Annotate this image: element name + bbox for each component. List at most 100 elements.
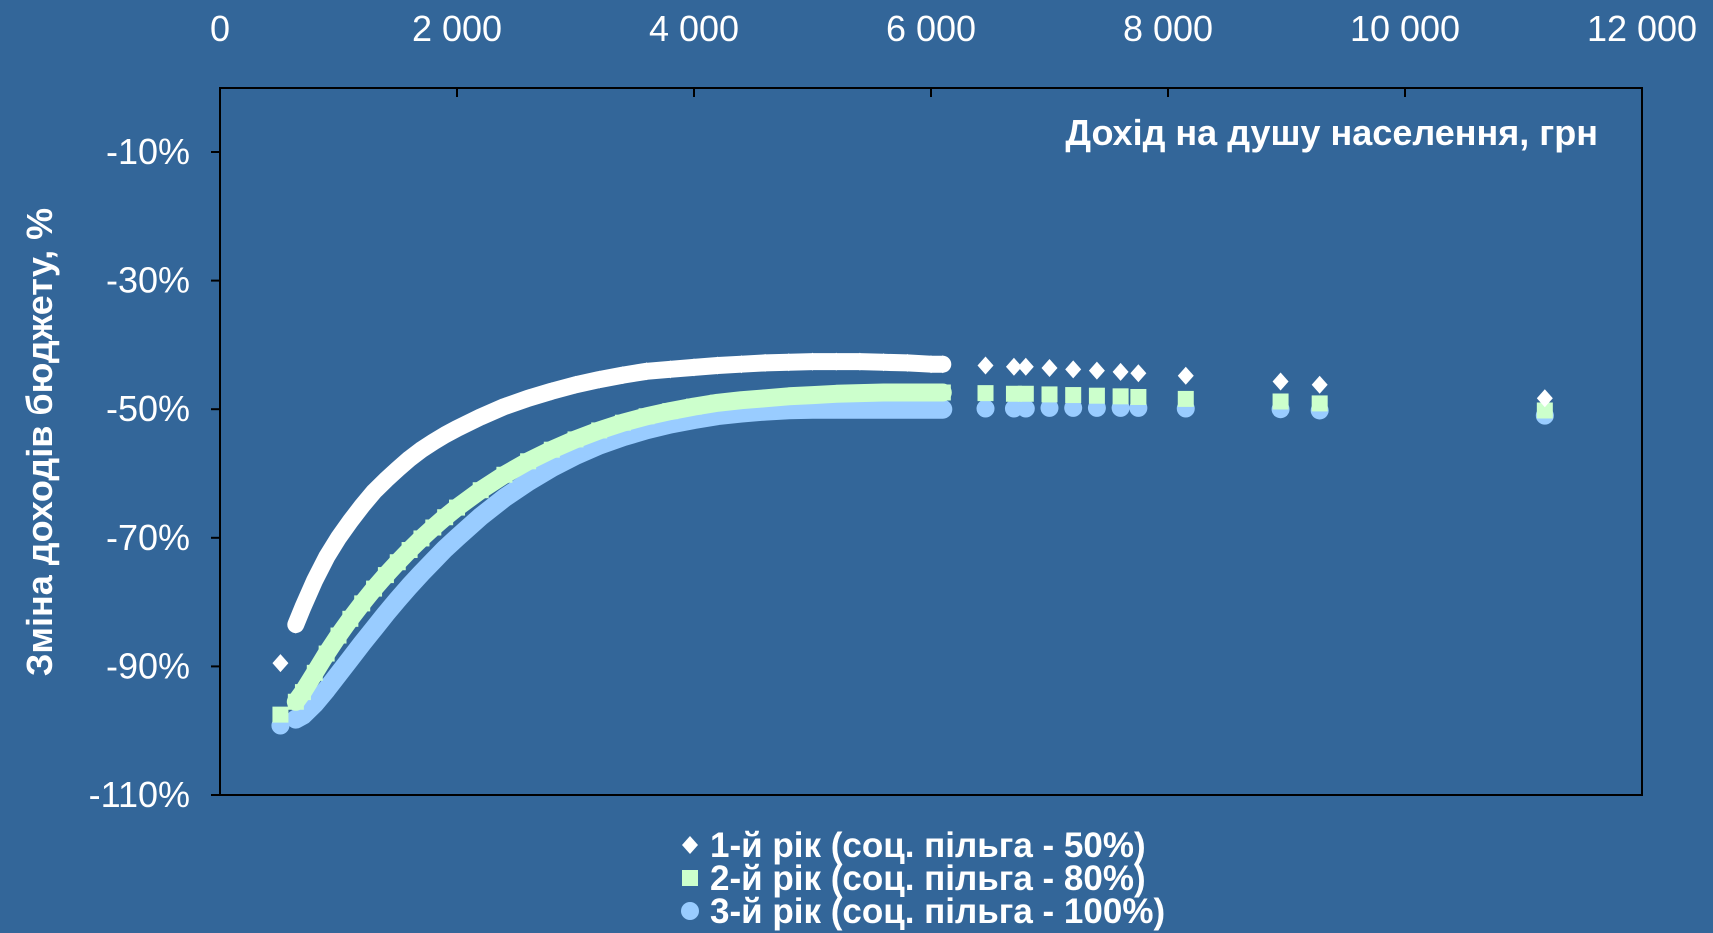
series-3-point bbox=[365, 619, 384, 638]
series-2-point bbox=[543, 441, 560, 458]
x-tick-label: 8 000 bbox=[1123, 8, 1213, 49]
x-tick-label: 10 000 bbox=[1350, 8, 1460, 49]
y-tick-label: -50% bbox=[106, 388, 190, 429]
series-1-point bbox=[437, 425, 454, 444]
series-3-point bbox=[293, 706, 312, 725]
series-1-point bbox=[330, 528, 347, 547]
series-2-point bbox=[318, 645, 335, 662]
series-2-point bbox=[899, 384, 916, 401]
series-1-point bbox=[1311, 375, 1328, 394]
series-3-point bbox=[827, 400, 846, 419]
series-3-point bbox=[803, 400, 822, 419]
series-1-point bbox=[1065, 360, 1082, 379]
series-1-point bbox=[591, 370, 608, 389]
series-2-point bbox=[342, 610, 359, 627]
series-1-point bbox=[1272, 372, 1289, 391]
series-1-point bbox=[1112, 362, 1129, 381]
series-3-point bbox=[471, 507, 490, 526]
series-2-point bbox=[377, 567, 394, 584]
x-tick-label: 6 000 bbox=[886, 8, 976, 49]
series-3-point bbox=[448, 528, 466, 547]
series-2-point bbox=[1112, 388, 1129, 405]
series-3-point bbox=[388, 590, 407, 609]
series-1-point bbox=[413, 440, 430, 459]
series-1-group bbox=[272, 352, 1553, 673]
series-1-point bbox=[425, 432, 442, 451]
series-2-point bbox=[389, 554, 406, 571]
series-2-point bbox=[306, 664, 323, 681]
series-3-point bbox=[317, 680, 336, 699]
series-2-point bbox=[1041, 386, 1058, 403]
series-3-point bbox=[1064, 398, 1083, 417]
series-3-point bbox=[542, 458, 561, 477]
series-1-point bbox=[342, 512, 359, 531]
x-tick-label: 2 000 bbox=[412, 8, 502, 49]
series-2-point bbox=[1088, 387, 1105, 404]
series-3-point bbox=[436, 539, 455, 558]
series-2-group bbox=[272, 383, 1553, 723]
series-1-point bbox=[1005, 357, 1022, 376]
x-tick-label: 12 000 bbox=[1587, 8, 1697, 49]
series-2-point bbox=[591, 422, 608, 439]
series-2-point bbox=[449, 499, 465, 516]
y-tick-label: -10% bbox=[106, 131, 190, 172]
legend-marker-1 bbox=[682, 836, 698, 854]
series-2-point bbox=[686, 398, 702, 415]
series-2-point bbox=[638, 408, 655, 425]
series-1-point bbox=[496, 397, 513, 416]
series-2-point bbox=[875, 384, 892, 401]
series-2-point bbox=[1311, 395, 1328, 412]
series-2-point bbox=[496, 466, 513, 483]
series-1-point bbox=[780, 353, 797, 372]
series-3-point bbox=[412, 564, 431, 583]
series-2-point bbox=[1017, 385, 1034, 402]
series-3-point bbox=[376, 604, 395, 623]
x-axis-ticks: 0 2 000 4 000 6 000 8 000 10 000 12 000 bbox=[210, 8, 1697, 97]
legend-label-2: 2-й рік (соц. пільга - 80%) bbox=[710, 859, 1146, 898]
series-3-point bbox=[898, 400, 917, 419]
series-1-point bbox=[543, 382, 560, 401]
series-1-point bbox=[757, 353, 774, 372]
series-3-point bbox=[933, 400, 952, 419]
series-2-point bbox=[804, 387, 821, 404]
series-1-point bbox=[934, 355, 951, 374]
series-1-point bbox=[567, 375, 584, 394]
x-axis-title: Дохід на душу населення, грн bbox=[1065, 112, 1598, 153]
series-3-point bbox=[850, 400, 869, 419]
series-1-point bbox=[1536, 389, 1553, 408]
series-1-point bbox=[923, 355, 939, 374]
series-2-point bbox=[1130, 388, 1147, 405]
series-1-point bbox=[1177, 366, 1194, 385]
series-1-point bbox=[875, 353, 892, 372]
x-tick-label: 0 bbox=[210, 8, 230, 49]
series-2-point bbox=[828, 385, 845, 402]
series-3-point bbox=[976, 399, 995, 418]
series-1-point bbox=[804, 352, 821, 371]
y-axis-ticks: -10% -30% -50% -70% -90% -110% bbox=[89, 131, 220, 815]
series-2-point bbox=[1177, 390, 1194, 407]
series-3-point bbox=[495, 488, 514, 507]
series-1-point bbox=[366, 482, 383, 501]
series-2-point bbox=[354, 595, 371, 612]
series-2-point bbox=[366, 580, 383, 597]
series-1-point bbox=[899, 353, 916, 372]
series-1-point bbox=[318, 548, 335, 567]
series-1-point bbox=[520, 389, 537, 408]
series-1-point bbox=[377, 470, 394, 489]
series-1-point bbox=[401, 449, 418, 468]
series-1-point bbox=[662, 360, 679, 379]
series-2-point bbox=[851, 385, 868, 402]
series-1-point bbox=[306, 571, 323, 590]
series-3-point bbox=[353, 634, 372, 653]
series-2-point bbox=[520, 453, 537, 470]
series-2-point bbox=[662, 403, 679, 420]
series-1-point bbox=[1088, 361, 1105, 380]
series-2-point bbox=[757, 390, 774, 407]
series-1-point bbox=[1130, 364, 1147, 383]
series-1-point bbox=[709, 356, 726, 375]
series-2-point bbox=[1536, 402, 1553, 419]
y-tick-label: -30% bbox=[106, 260, 190, 301]
series-1-point bbox=[614, 366, 631, 385]
